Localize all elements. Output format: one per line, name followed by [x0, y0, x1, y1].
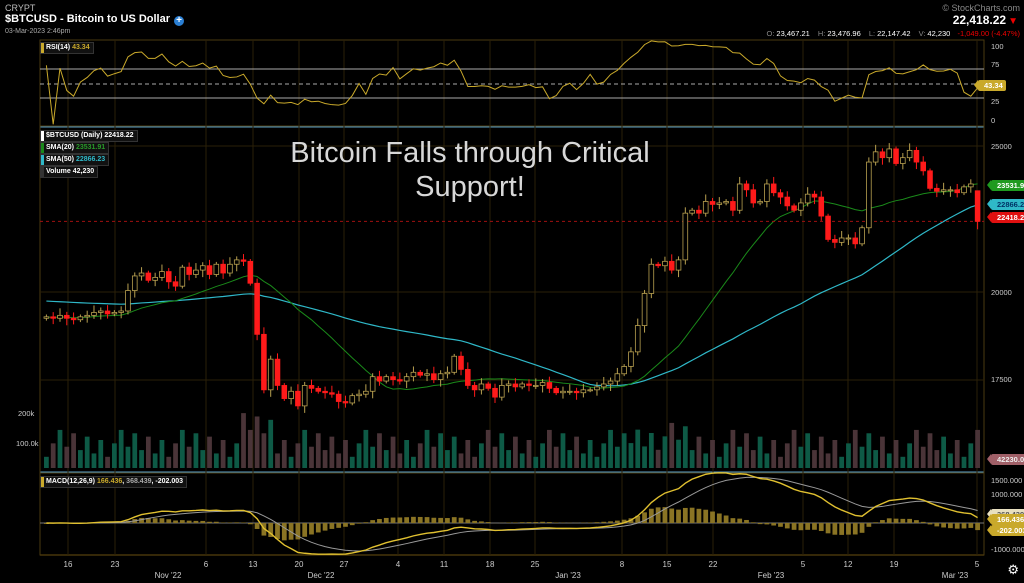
- x-tick: 13: [248, 560, 258, 569]
- x-month: Jan '23: [555, 571, 581, 580]
- macd-tick: -1000.000: [991, 545, 1024, 554]
- price-legend[interactable]: $BTCUSD (Daily) 22418.22: [40, 130, 138, 142]
- price-tick: 25000: [991, 142, 1012, 151]
- macd-signal-legend-value: 368.439: [126, 478, 152, 485]
- x-tick: 20: [294, 560, 304, 569]
- macd-tick: 1000.000: [991, 490, 1023, 499]
- sma50-legend-name: SMA(50): [46, 156, 75, 163]
- open-label: O:: [766, 29, 775, 38]
- open-value: 23,467.21: [776, 29, 810, 38]
- x-tick: 22: [708, 560, 718, 569]
- chart-annotation: Bitcoin Falls through Critical Support!: [240, 136, 700, 204]
- volume-tick: 200k: [18, 409, 35, 418]
- x-month: Mar '23: [941, 571, 969, 580]
- sma20-legend-value: 23531.91: [75, 144, 106, 151]
- price-tick: 20000: [991, 288, 1012, 297]
- x-tick: 18: [485, 560, 495, 569]
- rsi-legend-value: 43.34: [72, 44, 90, 51]
- volume-value-tag: 42230.00: [986, 454, 1024, 465]
- x-month: Dec '22: [307, 571, 335, 580]
- volume-label: V:: [918, 29, 926, 38]
- macd-value-tag: 166.436: [986, 514, 1024, 525]
- x-tick: 19: [889, 560, 899, 569]
- brand-label[interactable]: © StockCharts.com: [942, 3, 1020, 13]
- chart-header: CRYPT $BTCUSD - Bitcoin to US Dollar + 03…: [0, 0, 1024, 38]
- x-tick: 16: [63, 560, 73, 569]
- volume-legend[interactable]: Volume 42,230: [40, 166, 99, 178]
- down-triangle-icon: ▼: [1008, 16, 1018, 27]
- rsi-tick: 25: [991, 97, 1000, 106]
- volume-tick: 100.0k: [16, 439, 39, 448]
- ohlc-bar: O: 23,467.21 H: 23,476.96 L: 22,147.42 V: 42…: [761, 29, 1021, 38]
- x-tick: 8: [619, 560, 625, 569]
- rsi-value-tag: 43.34: [974, 80, 1006, 91]
- x-tick: 11: [439, 560, 449, 569]
- low-value: 22,147.42: [877, 29, 911, 38]
- x-tick: 12: [843, 560, 853, 569]
- macd-hist-tag: -202.003: [987, 525, 1024, 536]
- rsi-tick: 0: [991, 116, 996, 125]
- macd-tick: 1500.000: [991, 476, 1023, 485]
- x-tick: 5: [974, 560, 980, 569]
- sma50-legend[interactable]: SMA(50) 22866.23: [40, 154, 110, 166]
- volume-legend-value: 42,230: [72, 168, 95, 175]
- last-price: 22,418.22 ▼: [953, 13, 1018, 27]
- price-legend-name: $BTCUSD (Daily): [46, 132, 103, 139]
- low-label: L:: [868, 29, 876, 38]
- x-tick: 4: [395, 560, 401, 569]
- volume-legend-name: Volume: [46, 168, 71, 175]
- macd-legend[interactable]: MACD(12,26,9) 166.436, 368.439, -202.003: [40, 476, 188, 488]
- x-month: Nov '22: [154, 571, 182, 580]
- x-tick: 27: [339, 560, 349, 569]
- x-tick: 15: [662, 560, 672, 569]
- gear-icon[interactable]: ⚙: [1007, 562, 1019, 577]
- high-value: 23,476.96: [827, 29, 861, 38]
- rsi-tick: 75: [991, 60, 1000, 69]
- x-tick: 23: [110, 560, 120, 569]
- symbol-title-text: $BTCUSD - Bitcoin to US Dollar: [5, 13, 171, 25]
- macd-legend-value: 166.436: [96, 478, 123, 485]
- annotation-line2: Support!: [415, 171, 525, 203]
- change-value: -1,049.00 (-4.47%): [957, 29, 1020, 38]
- sma50-value-tag: 22866.23: [986, 199, 1024, 210]
- annotation-line1: Bitcoin Falls through Critical: [290, 137, 650, 169]
- x-tick: 6: [203, 560, 209, 569]
- volume-value: 42,230: [927, 29, 951, 38]
- rsi-legend-name: RSI(14): [46, 44, 71, 51]
- x-tick: 5: [800, 560, 806, 569]
- high-label: H:: [817, 29, 826, 38]
- plus-circle-icon[interactable]: +: [174, 16, 185, 26]
- macd-hist-legend-value: -202.003: [155, 478, 184, 485]
- price-tick: 17500: [991, 375, 1012, 384]
- sma20-value-tag: 23531.91: [986, 180, 1024, 191]
- price-legend-value: 22418.22: [104, 132, 134, 139]
- timestamp: 03-Mar-2023 2:46pm: [5, 28, 71, 35]
- rsi-tick: 100: [991, 42, 1004, 51]
- last-price-value: 22,418.22: [952, 13, 1007, 27]
- rsi-legend[interactable]: RSI(14) 43.34: [40, 42, 94, 54]
- symbol-title: $BTCUSD - Bitcoin to US Dollar +: [5, 13, 185, 26]
- sma50-legend-value: 22866.23: [75, 156, 106, 163]
- price-value-tag: 22418.22: [986, 212, 1024, 223]
- x-month: Feb '23: [757, 571, 785, 580]
- sma20-legend-name: SMA(20): [46, 144, 75, 151]
- x-tick: 25: [530, 560, 540, 569]
- sma20-legend[interactable]: SMA(20) 23531.91: [40, 142, 110, 154]
- exchange-label: CRYPT: [5, 3, 36, 13]
- macd-legend-name: MACD(12,26,9): [46, 478, 96, 485]
